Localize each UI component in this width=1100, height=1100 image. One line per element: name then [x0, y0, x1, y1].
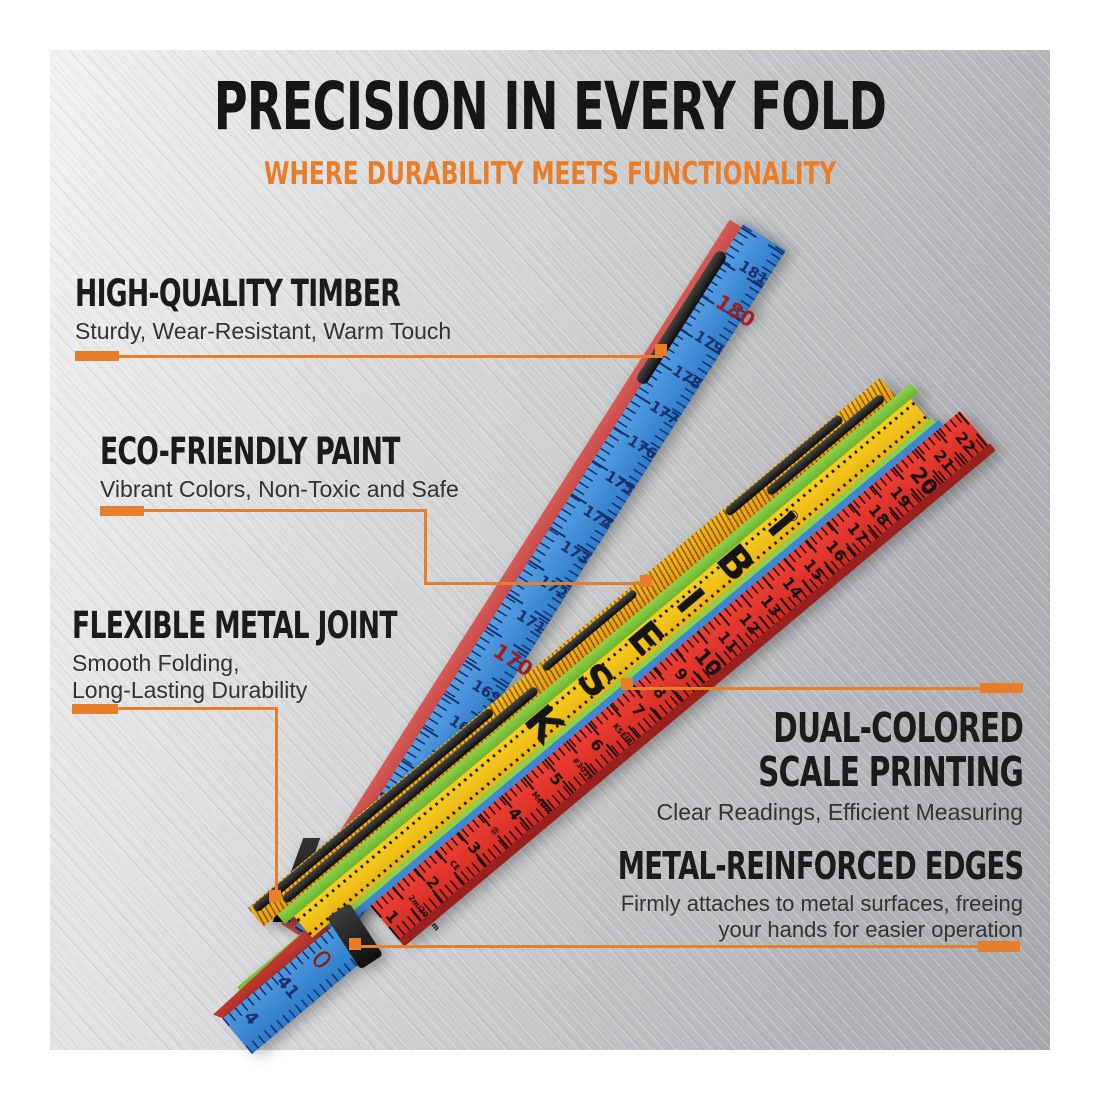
feature-joint-title: FLEXIBLE METAL JOINT	[72, 604, 398, 647]
feature-timber: HIGH-QUALITY TIMBER Sturdy, Wear-Resista…	[75, 274, 526, 345]
feature-paint-title: ECO-FRIENDLY PAINT	[100, 430, 400, 473]
callout-line-vertical	[424, 509, 427, 585]
feature-paint: ECO-FRIENDLY PAINT Vibrant Colors, Non-T…	[100, 432, 516, 503]
callout-bar	[100, 506, 144, 516]
callout-bar	[72, 704, 118, 714]
callout-dot	[640, 575, 652, 587]
callout-line	[424, 582, 646, 585]
callout-line	[118, 707, 278, 710]
feature-paint-desc: Vibrant Colors, Non-Toxic and Safe	[100, 475, 459, 502]
callout-dot	[349, 938, 361, 950]
feature-scale-title-line1: DUAL-COLORED	[773, 704, 1024, 752]
callout-dot	[655, 344, 667, 356]
end-number: 41	[272, 972, 303, 1004]
callout-bar	[980, 683, 1023, 693]
feature-joint-desc-line1: Smooth Folding,	[72, 649, 240, 676]
callout-line	[357, 945, 978, 948]
feature-scale: DUAL-COLORED SCALE PRINTING Clear Readin…	[655, 704, 1024, 826]
callout-dot	[269, 890, 281, 902]
end-number: 4	[239, 1007, 263, 1030]
feature-edges-desc-line1: Firmly attaches to metal surfaces, freei…	[620, 891, 1023, 917]
end-number-zero: 0	[305, 944, 338, 976]
feature-joint: FLEXIBLE METAL JOINT Smooth Folding, Lon…	[72, 606, 523, 704]
feature-scale-title-line2: SCALE PRINTING	[757, 748, 1024, 797]
callout-bar	[978, 941, 1020, 952]
feature-timber-desc: Sturdy, Wear-Resistant, Warm Touch	[75, 317, 452, 344]
callout-line-vertical	[275, 707, 278, 897]
feature-scale-desc: Clear Readings, Efficient Measuring	[656, 798, 1023, 825]
page-title: PRECISION IN EVERY FOLD	[213, 68, 887, 145]
feature-edges-desc-line2: your hands for easier operation	[718, 916, 1023, 942]
callout-line	[630, 687, 980, 690]
callout-line	[144, 509, 427, 512]
feature-joint-desc-line2: Long-Lasting Durability	[72, 677, 308, 704]
page-subtitle: WHERE DURABILITY MEETS FUNCTIONALITY	[263, 156, 837, 192]
callout-line	[119, 355, 663, 358]
feature-edges: METAL-REINFORCED EDGES Firmly attaches t…	[460, 844, 1023, 943]
callout-bar	[75, 351, 119, 361]
feature-timber-title: HIGH-QUALITY TIMBER	[75, 272, 401, 315]
feature-edges-title: METAL-REINFORCED EDGES	[617, 844, 1023, 888]
